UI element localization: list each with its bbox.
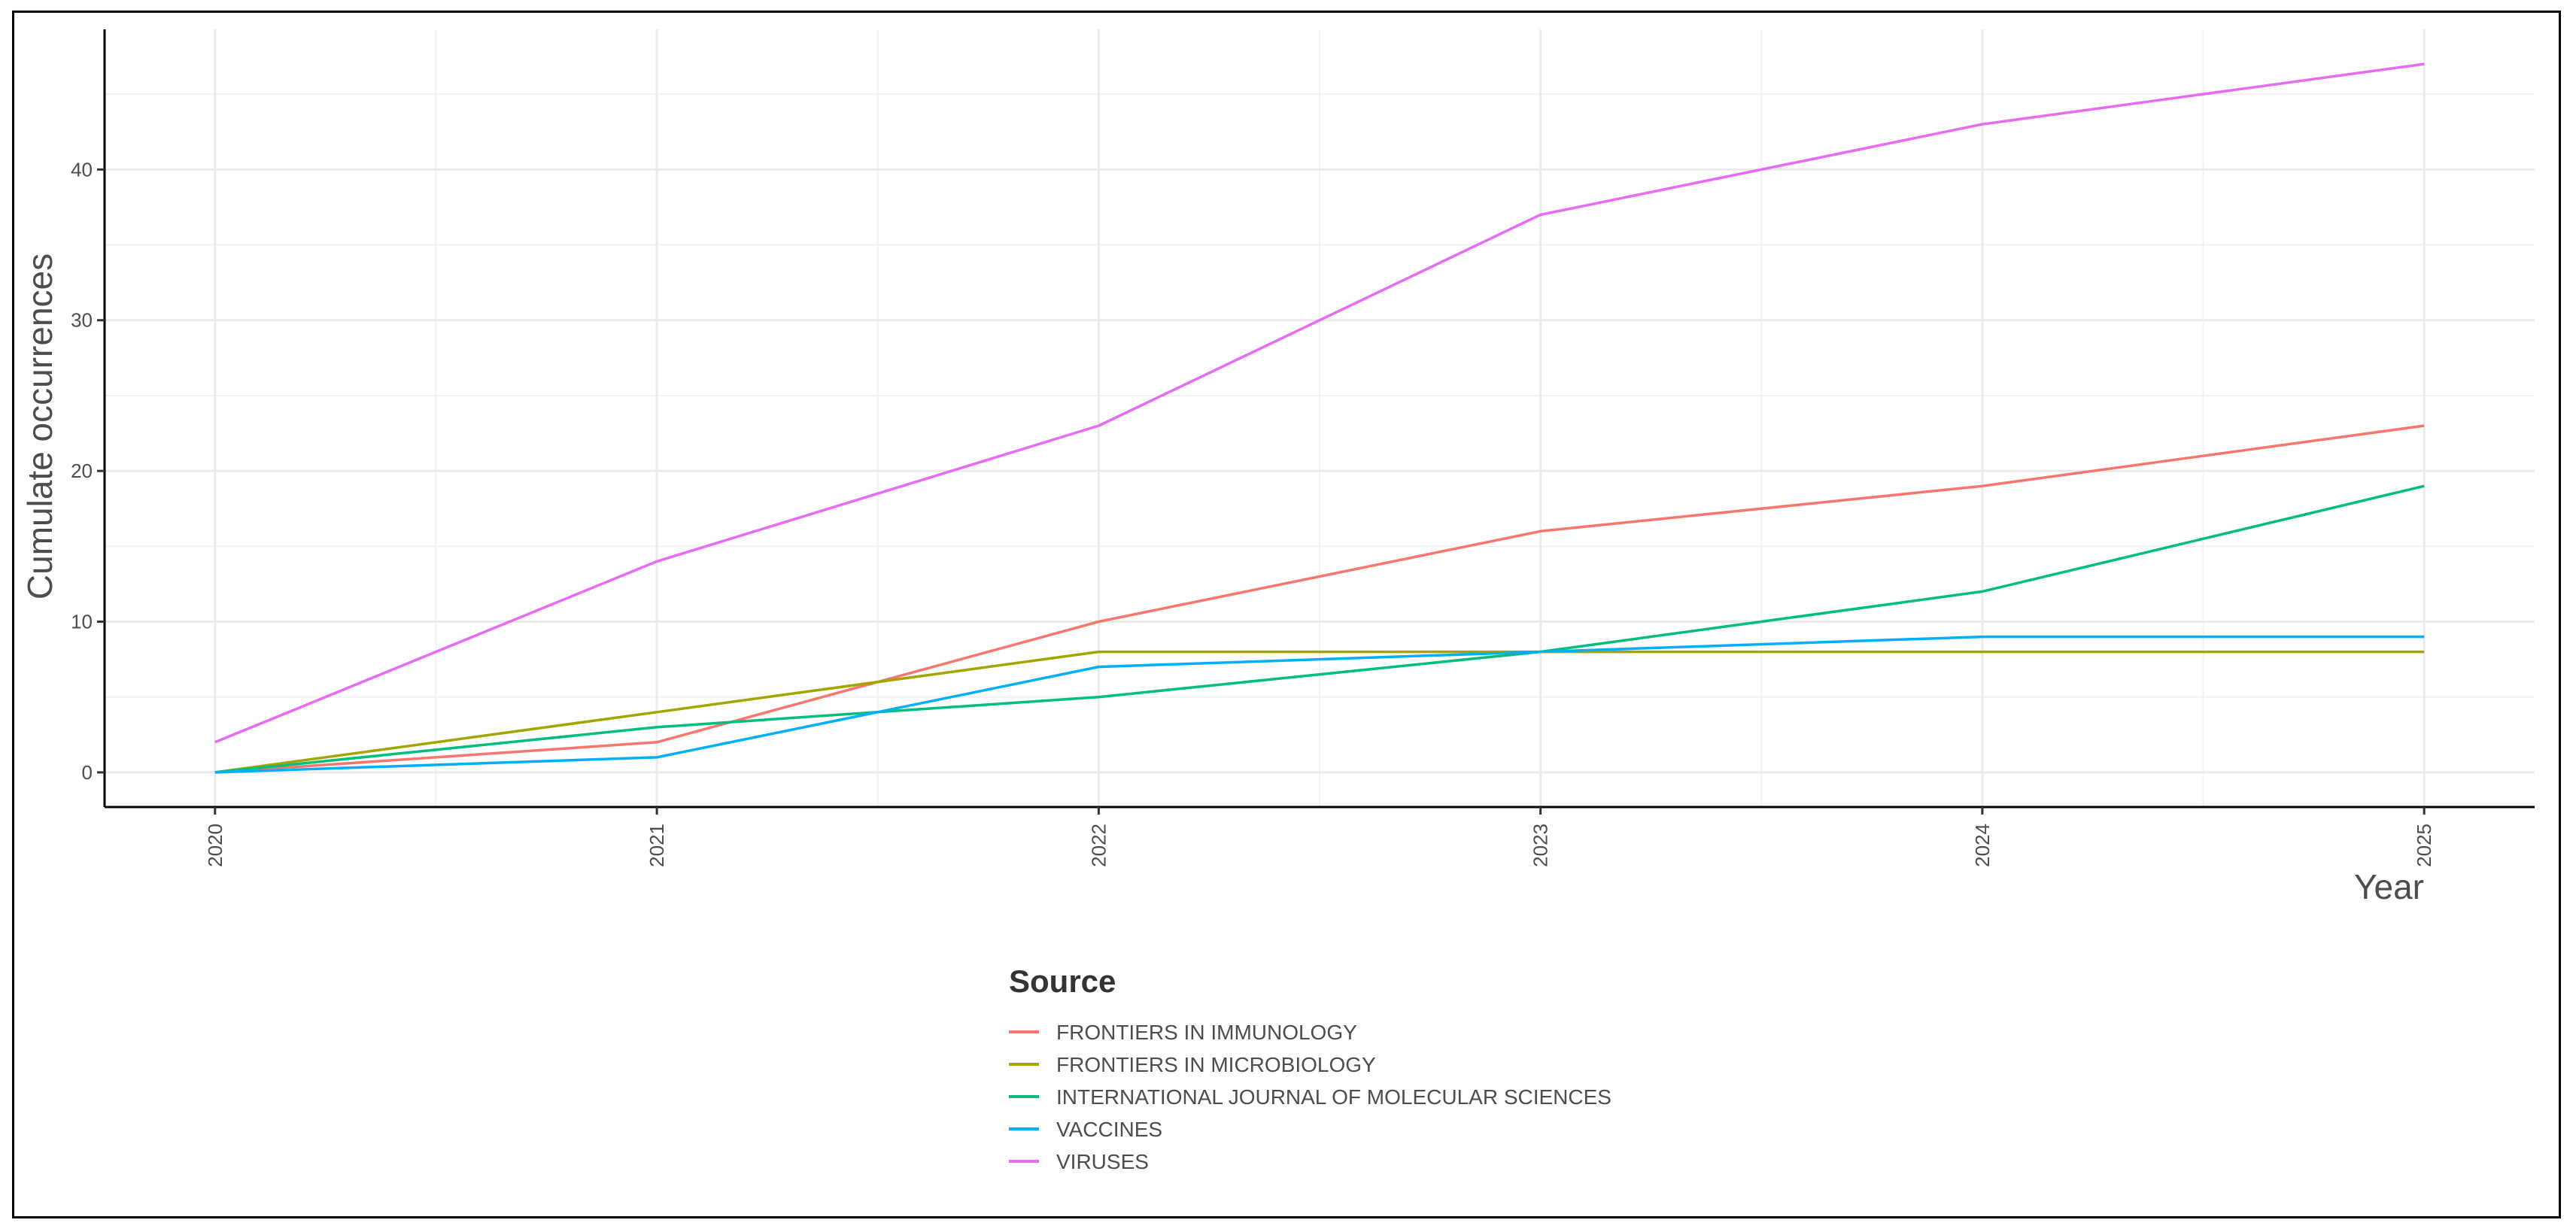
grid-layer bbox=[105, 29, 2535, 807]
series-line-2 bbox=[214, 484, 2425, 774]
chart-frame: 2020 2021 2022 2023 2024 2025 0 10 20 30 40 Cumula… bbox=[12, 11, 2561, 1218]
x-tick-label: 2024 bbox=[1971, 824, 1994, 867]
x-tick-label: 2025 bbox=[2413, 824, 2435, 867]
x-tick-label: 2020 bbox=[204, 824, 226, 867]
y-axis-title: Cumulate occurrences bbox=[20, 253, 59, 599]
legend-label: FRONTIERS IN IMMUNOLOGY bbox=[1056, 1021, 1357, 1044]
legend-label: INTERNATIONAL JOURNAL OF MOLECULAR SCIEN… bbox=[1056, 1085, 1612, 1109]
legend-title: Source bbox=[1009, 963, 1116, 999]
series-line-0 bbox=[214, 424, 2425, 774]
ticks-layer: 2020 2021 2022 2023 2024 2025 0 10 20 30 40 bbox=[71, 158, 2435, 866]
y-tick-label: 30 bbox=[71, 309, 93, 332]
y-tick-label: 10 bbox=[71, 611, 93, 633]
series-layer bbox=[214, 62, 2425, 774]
x-tick-label: 2021 bbox=[646, 824, 668, 867]
series-line-4 bbox=[214, 62, 2425, 744]
y-tick-label: 20 bbox=[71, 460, 93, 482]
legend-label: VACCINES bbox=[1056, 1118, 1162, 1141]
x-tick-label: 2022 bbox=[1087, 824, 1110, 867]
series-line-1 bbox=[214, 650, 2425, 774]
x-axis-title: Year bbox=[2354, 867, 2424, 906]
y-tick-label: 0 bbox=[82, 761, 93, 784]
x-tick-label: 2023 bbox=[1530, 824, 1552, 867]
series-line-3 bbox=[214, 635, 2425, 774]
legend: Source FRONTIERS IN IMMUNOLOGY FRONTIERS … bbox=[1009, 963, 1612, 1173]
y-tick-label: 40 bbox=[71, 158, 93, 181]
legend-label: FRONTIERS IN MICROBIOLOGY bbox=[1056, 1053, 1376, 1076]
legend-label: VIRUSES bbox=[1056, 1150, 1149, 1173]
axes-layer bbox=[103, 29, 2535, 809]
line-chart: 2020 2021 2022 2023 2024 2025 0 10 20 30 40 Cumula… bbox=[20, 29, 2535, 1173]
